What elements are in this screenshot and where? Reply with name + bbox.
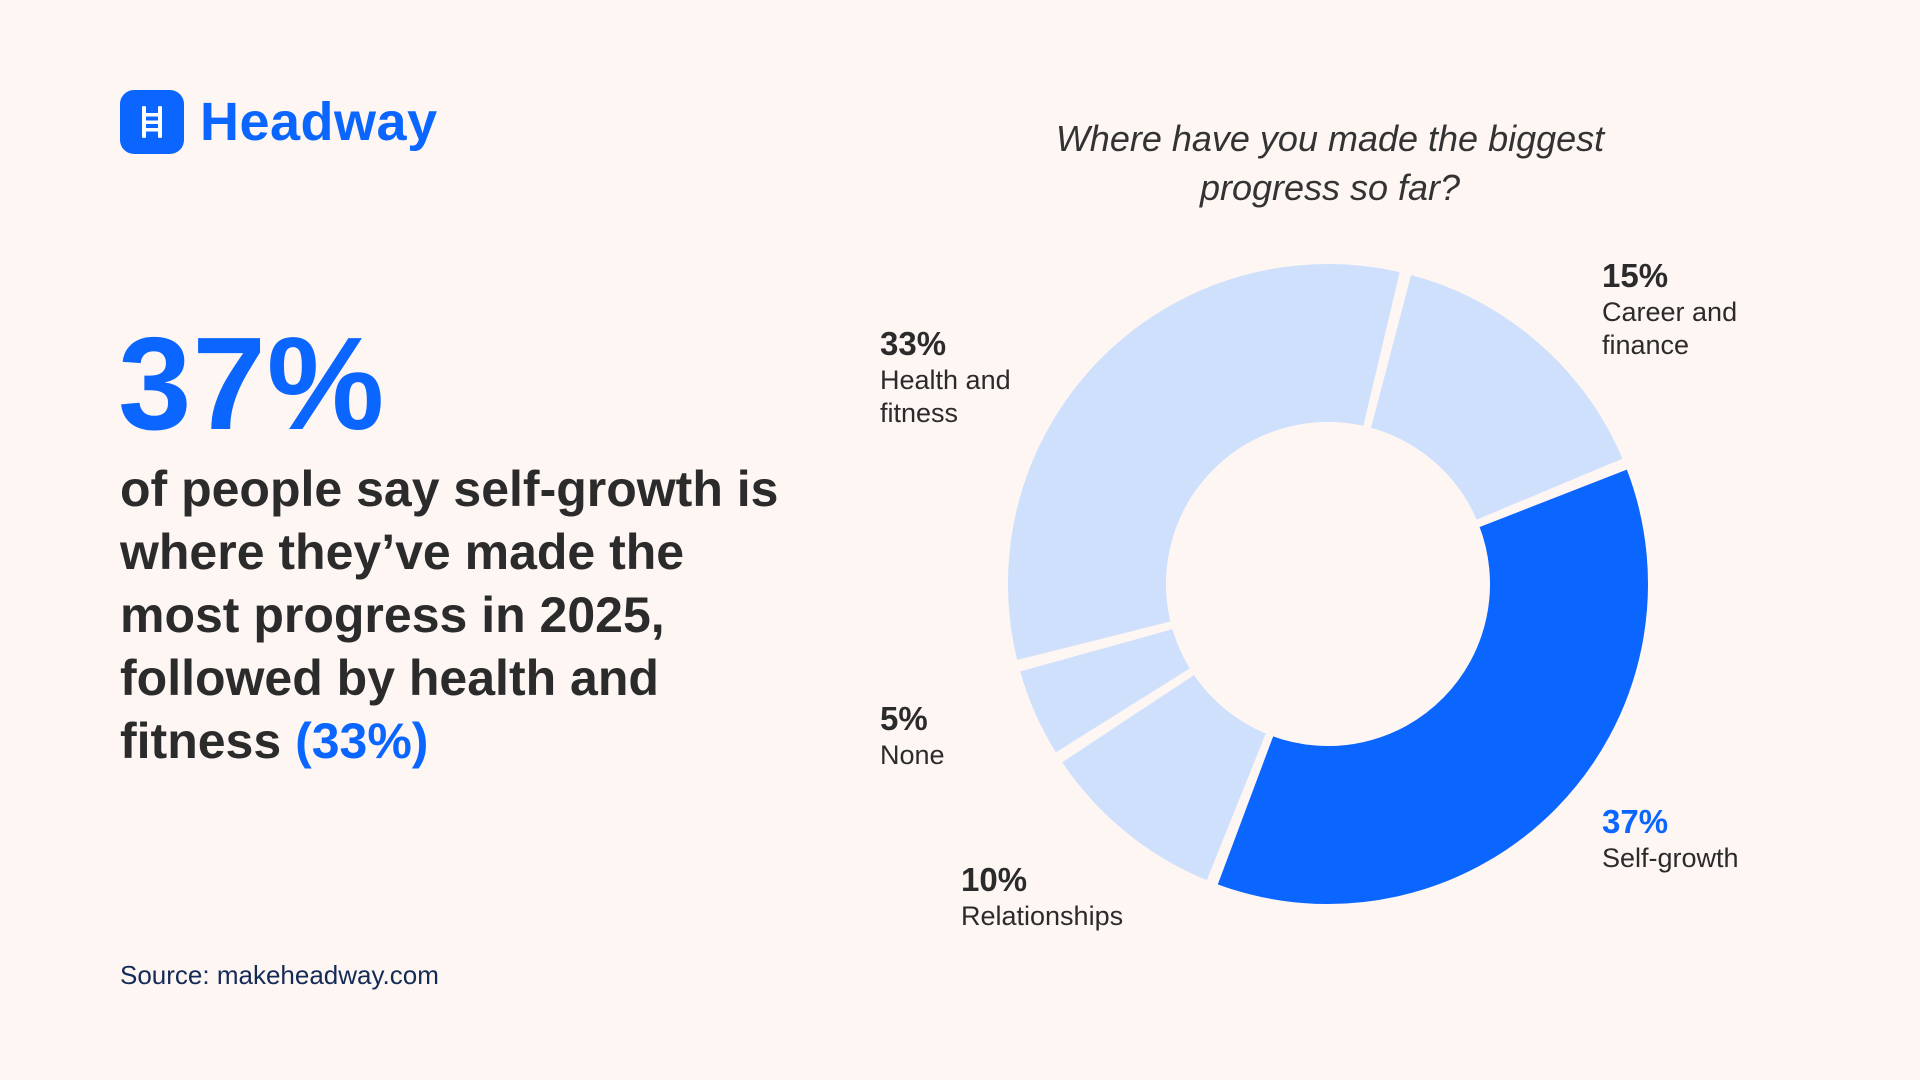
label-career-finance-category: Career and finance: [1602, 297, 1738, 360]
headline-highlight: (33%): [295, 713, 429, 769]
donut-slice-health-and-fitness: [1004, 260, 1405, 665]
brand-logo: Headway: [120, 90, 438, 154]
donut-slice-career-and-finance: [1366, 270, 1628, 525]
source-note: Source: makeheadway.com: [120, 960, 439, 990]
label-self-growth-category: Self-growth: [1602, 843, 1739, 873]
label-health-fitness-value: 33%: [880, 325, 947, 362]
label-relationships: 10% Relationships: [961, 860, 1181, 933]
label-relationships-category: Relationships: [961, 901, 1124, 931]
label-health-fitness: 33% Health and fitness: [880, 324, 1030, 430]
big-stat: 37%: [118, 310, 386, 457]
label-self-growth-value: 37%: [1602, 803, 1669, 840]
label-none: 5% None: [880, 699, 1060, 772]
label-none-category: None: [880, 740, 945, 770]
label-health-fitness-category: Health and fitness: [880, 365, 1011, 428]
ladder-icon: [120, 90, 184, 154]
label-none-value: 5%: [880, 700, 928, 737]
headline-text: of people say self-growth is where they’…: [120, 461, 779, 769]
label-career-finance: 15% Career and finance: [1602, 256, 1772, 362]
donut-slice-self-growth: [1213, 465, 1652, 908]
donut-slice-relationships: [1057, 670, 1271, 885]
headline: of people say self-growth is where they’…: [120, 458, 780, 773]
label-relationships-value: 10%: [961, 861, 1028, 898]
donut-slice-none: [1015, 624, 1195, 758]
brand-name: Headway: [200, 92, 438, 152]
chart-title: Where have you made the biggest progress…: [1055, 118, 1605, 208]
label-self-growth: 37% Self-growth: [1602, 802, 1782, 875]
label-career-finance-value: 15%: [1602, 257, 1669, 294]
